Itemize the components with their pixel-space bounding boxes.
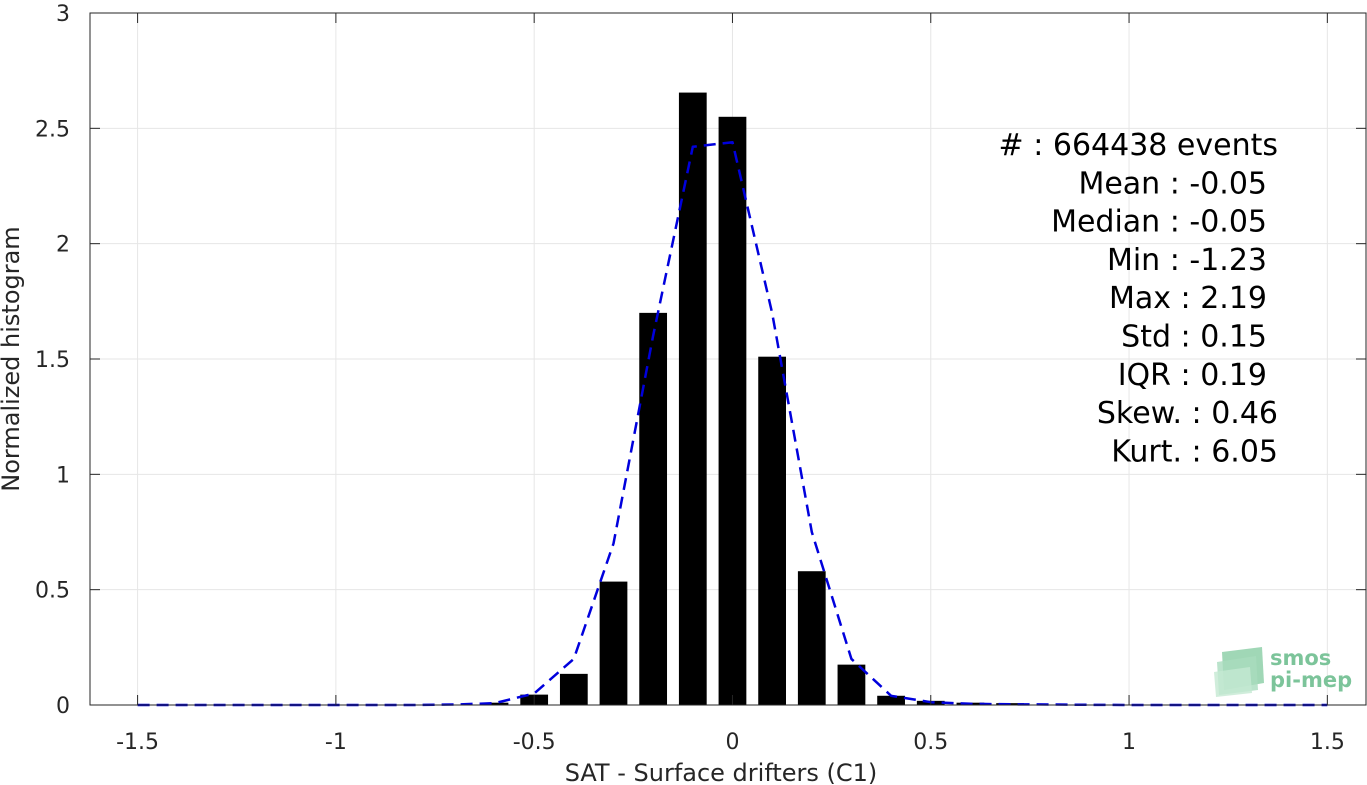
axes-layer <box>89 12 1367 706</box>
stats-line: Skew. : 0.46 <box>1097 396 1278 431</box>
logo-text-pi-mep: pi-mep <box>1270 668 1352 692</box>
stats-line: Std : 0.15 <box>1121 320 1267 355</box>
y-tick-label: 1.5 <box>35 348 70 373</box>
histogram-bar <box>758 356 787 705</box>
logo-mark-icon <box>1214 647 1264 697</box>
x-tick-label: -1 <box>325 730 347 755</box>
x-tick-label: -0.5 <box>513 730 556 755</box>
histogram-bar <box>837 664 866 705</box>
y-tick-label: 2 <box>56 233 70 258</box>
x-tick-label: 1 <box>1122 730 1136 755</box>
y-tick-label: 1 <box>56 463 70 488</box>
logo-text-smos: smos <box>1270 646 1331 670</box>
tick-labels-layer: -1.5 -1 -0.5 0 0.5 1 1.5 0 0.5 1 1.5 2 2.5 3 <box>35 2 1345 755</box>
stats-line: Mean : -0.05 <box>1078 166 1267 201</box>
stats-line: Median : -0.05 <box>1051 205 1267 240</box>
bars-layer <box>480 92 1024 706</box>
histogram-bar <box>480 702 509 705</box>
x-tick-label: 0.5 <box>913 730 948 755</box>
histogram-bar <box>797 571 826 705</box>
histogram-bar <box>678 92 707 705</box>
x-tick-label: 0 <box>725 730 739 755</box>
y-tick-label: 3 <box>56 2 70 27</box>
y-axis-label: Normalized histogram <box>0 226 25 491</box>
stats-line: Kurt. : 6.05 <box>1111 434 1278 469</box>
stats-line: Max : 2.19 <box>1109 281 1267 316</box>
smos-pi-mep-logo: smos pi-mep <box>1214 646 1352 697</box>
histogram-bar <box>559 673 588 705</box>
stats-line: # : 664438 events <box>999 128 1278 163</box>
y-tick-label: 0.5 <box>35 579 70 604</box>
stats-line: Min : -1.23 <box>1107 243 1267 278</box>
histogram-bar <box>877 695 905 705</box>
histogram-bar <box>599 581 628 705</box>
x-axis-label: SAT - Surface drifters (C1) <box>565 759 878 785</box>
histogram-bar <box>639 312 668 705</box>
x-tick-label: 1.5 <box>1310 730 1345 755</box>
x-tick-label: -1.5 <box>116 730 159 755</box>
histogram-bar <box>718 116 747 706</box>
stats-line: IQR : 0.19 <box>1118 358 1267 393</box>
y-tick-label: 0 <box>56 694 70 719</box>
y-tick-label: 2.5 <box>35 117 70 142</box>
